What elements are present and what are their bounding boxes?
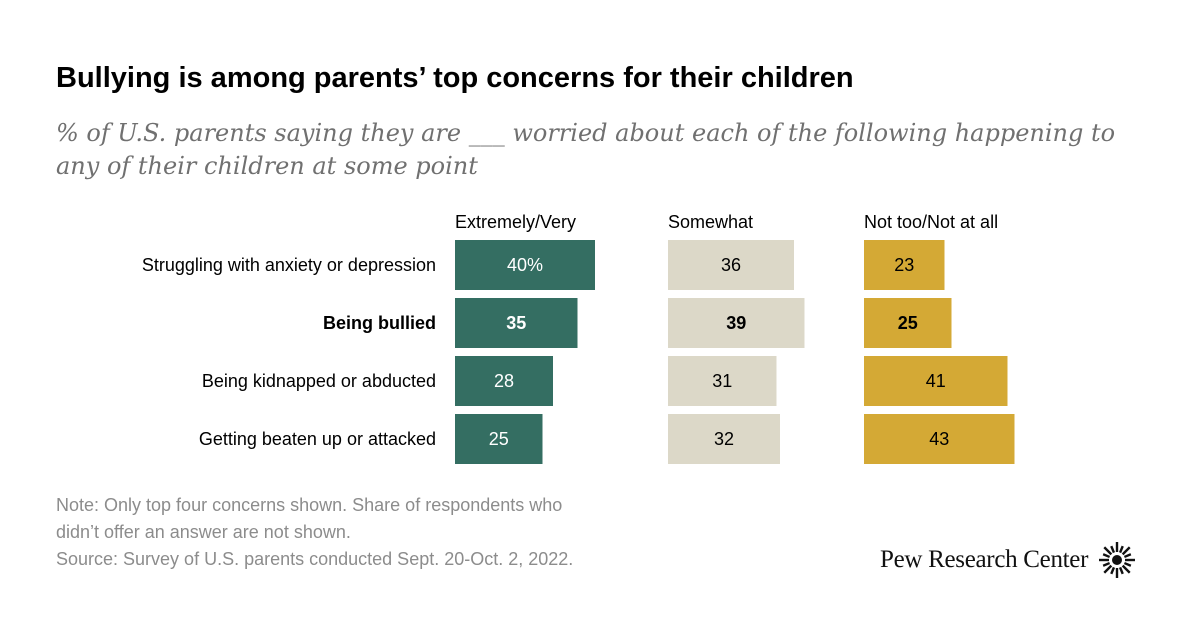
bar-1-2 [455,298,578,348]
value-label-1-2: 35 [506,313,526,333]
column-header-1: Extremely/Very [455,212,576,232]
category-label-2: Being bullied [323,313,436,333]
value-label-2-4: 32 [714,429,734,449]
chart-title: Bullying is among parents’ top concerns … [56,62,854,94]
sunburst-ray [1121,564,1131,574]
sunburst-ray [1103,546,1113,556]
bar-2-2 [668,298,805,348]
bar-2-3 [668,356,777,406]
column-header-3: Not too/Not at all [864,212,998,232]
sunburst-ray [1103,564,1113,574]
sunburst-ray [1124,553,1132,559]
bar-3-1 [864,240,945,290]
sunburst-ray [1119,545,1124,554]
column-header-2: Somewhat [668,212,753,232]
value-label-2-3: 31 [712,371,732,391]
sunburst-ray [1102,561,1111,567]
note-line-1: Note: Only top four concerns shown. Shar… [56,495,563,515]
sunburst-ray [1124,561,1132,567]
value-label-2-2: 39 [726,313,746,333]
bar-2-1 [668,240,794,290]
bar-3-3 [864,356,1008,406]
sunburst-ray [1110,545,1116,554]
value-label-1-3: 28 [494,371,514,391]
bar-chart: Extremely/Very Somewhat Not too/Not at all… [142,212,1015,464]
pew-logo: Pew Research Center [880,540,1136,580]
sunburst-ray [1110,566,1116,575]
bar-3-2 [864,298,952,348]
category-label-4: Getting beaten up or attacked [199,429,436,449]
bar-1-3 [455,356,553,406]
bar-1-4 [455,414,543,464]
value-label-3-2: 25 [898,313,918,333]
sunburst-ray [1121,546,1131,556]
value-label-3-4: 43 [929,429,949,449]
chart-subtitle: % of U.S. parents saying they are ___ wo… [56,119,1116,180]
category-label-3: Being kidnapped or abducted [202,371,436,391]
value-label-1-4: 25 [489,429,509,449]
note-line-2: didn’t offer an answer are not shown. [56,522,351,542]
logo-text: Pew Research Center [880,546,1089,573]
source-line: Source: Survey of U.S. parents conducted… [56,549,574,569]
value-label-1-1: 40% [507,255,543,275]
value-label-3-3: 41 [926,371,946,391]
category-label-1: Struggling with anxiety or depression [142,255,436,275]
sunburst-ray [1102,553,1111,559]
value-label-2-1: 36 [721,255,741,275]
bar-2-4 [668,414,780,464]
pew-sunburst-icon [1099,542,1136,578]
value-label-3-1: 23 [894,255,914,275]
bar-1-1 [455,240,595,290]
sunburst-ray [1119,566,1124,575]
bar-3-4 [864,414,1015,464]
chart-footer: Note: Only top four concerns shown. Shar… [56,492,696,573]
